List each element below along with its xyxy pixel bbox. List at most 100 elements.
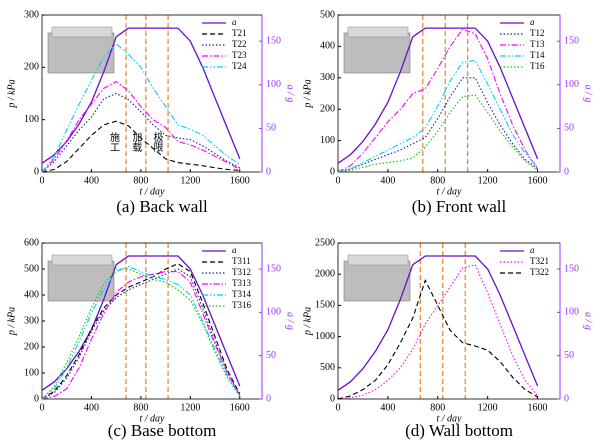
y-tick-label: 0: [34, 166, 39, 177]
legend-label: T316: [232, 300, 251, 310]
y-tick-label: 100: [24, 114, 39, 125]
legend-label: T312: [232, 267, 251, 277]
x-tick-label: 1600: [528, 402, 548, 413]
x-tick-label: 800: [430, 175, 445, 186]
y-tick-label: 300: [24, 9, 39, 20]
x-tick-label: 1600: [230, 402, 250, 413]
panel: 0400800120016000100200300400500600050100…: [6, 237, 295, 440]
stage-annotation: 极限: [151, 131, 163, 153]
y-tick-label: 200: [24, 62, 39, 73]
legend-label: T24: [232, 61, 247, 71]
y-axis-label: p / kPa: [302, 307, 313, 336]
x-tick-label: 400: [84, 402, 99, 413]
y2-tick-label: 0: [266, 166, 271, 177]
y-tick-label: 600: [24, 237, 39, 248]
y-tick-label: 0: [330, 166, 335, 177]
y2-tick-label: 100: [564, 307, 579, 318]
legend-label: T16: [530, 61, 545, 71]
legend-label: a: [530, 245, 535, 255]
y2-tick-label: 100: [564, 79, 579, 90]
y-tick-label: 100: [24, 367, 39, 378]
y2-tick-label: 0: [564, 393, 569, 404]
legend-label: T14: [530, 50, 545, 60]
x-tick-label: 0: [40, 175, 45, 186]
y-axis-label: p / kPa: [6, 307, 17, 336]
y2-tick-label: 50: [266, 350, 276, 361]
x-tick-label: 400: [380, 402, 395, 413]
x-tick-label: 800: [133, 402, 148, 413]
y-tick-label: 400: [24, 289, 39, 300]
y-tick-label: 300: [24, 315, 39, 326]
x-tick-label: 0: [40, 402, 45, 413]
legend-label: a: [232, 17, 237, 27]
caption: (c) Base bottom: [108, 421, 217, 440]
legend-label: a: [530, 17, 535, 27]
legend-label: T21: [232, 28, 247, 38]
y-tick-label: 100: [320, 135, 335, 146]
y-tick-label: 300: [320, 72, 335, 83]
y2-axis-label: a / g: [285, 312, 296, 330]
y2-axis-label: a / g: [285, 85, 296, 103]
y-tick-label: 2500: [315, 237, 335, 248]
y-tick-label: 1000: [315, 331, 335, 342]
y-tick-label: 200: [24, 341, 39, 352]
inset-image-top: [348, 27, 408, 37]
legend-label: T12: [530, 28, 545, 38]
caption: (a) Back wall: [116, 197, 208, 216]
y2-tick-label: 100: [266, 307, 281, 318]
caption: (d) Wall bottom: [405, 421, 513, 440]
legend-label: T321: [530, 256, 549, 266]
x-tick-label: 1200: [478, 402, 498, 413]
legend-label: T314: [232, 289, 251, 299]
y2-tick-label: 0: [266, 393, 271, 404]
y-tick-label: 1500: [315, 300, 335, 311]
inset-image: [344, 261, 410, 301]
x-axis-label: t / day: [437, 186, 463, 197]
caption: (b) Front wall: [412, 197, 507, 216]
inset-image: [48, 261, 114, 301]
x-tick-label: 1600: [230, 175, 250, 186]
series-line: [42, 82, 240, 173]
series-line: [338, 61, 538, 173]
y-tick-label: 0: [330, 393, 335, 404]
x-tick-label: 1200: [180, 402, 200, 413]
inset-image-top: [52, 27, 112, 37]
y2-tick-label: 150: [564, 35, 579, 46]
figure: 施工加载极限 0 400 800 1200 1600 0 100 200 300 0 50 100 150…: [0, 0, 600, 445]
inset-image: [48, 33, 114, 73]
y2-tick-label: 50: [564, 350, 574, 361]
y2-tick-label: 50: [564, 123, 574, 134]
y-tick-label: 2000: [315, 268, 335, 279]
stage-annotation: 加载: [130, 132, 142, 153]
y-tick-label: 500: [24, 263, 39, 274]
x-tick-label: 400: [380, 175, 395, 186]
inset-image: [344, 33, 410, 73]
x-tick-label: 1200: [478, 175, 498, 186]
legend-label: T13: [530, 39, 545, 49]
legend-label: T311: [232, 256, 251, 266]
y2-axis-label: a / g: [583, 85, 594, 103]
legend-label: a: [232, 245, 237, 255]
legend-label: T322: [530, 267, 549, 277]
y-tick-label: 400: [320, 41, 335, 52]
x-tick-label: 800: [133, 175, 148, 186]
x-tick-label: 400: [84, 175, 99, 186]
y2-axis-label: a / g: [583, 312, 594, 330]
inset-image-top: [52, 255, 112, 265]
stage-annotation: 施工: [107, 131, 119, 152]
y-tick-label: 500: [320, 362, 335, 373]
y-axis-label: p / kPa: [6, 79, 17, 108]
legend-label: T23: [232, 50, 247, 60]
y2-tick-label: 50: [266, 123, 276, 134]
y2-tick-label: 0: [564, 166, 569, 177]
y2-tick-label: 100: [266, 79, 281, 90]
x-axis-label: t / day: [140, 186, 166, 197]
x-tick-label: 0: [336, 402, 341, 413]
y2-tick-label: 150: [564, 263, 579, 274]
y-axis-label: p / kPa: [302, 79, 313, 108]
y2-tick-label: 150: [266, 263, 281, 274]
inset-image-top: [348, 255, 408, 265]
